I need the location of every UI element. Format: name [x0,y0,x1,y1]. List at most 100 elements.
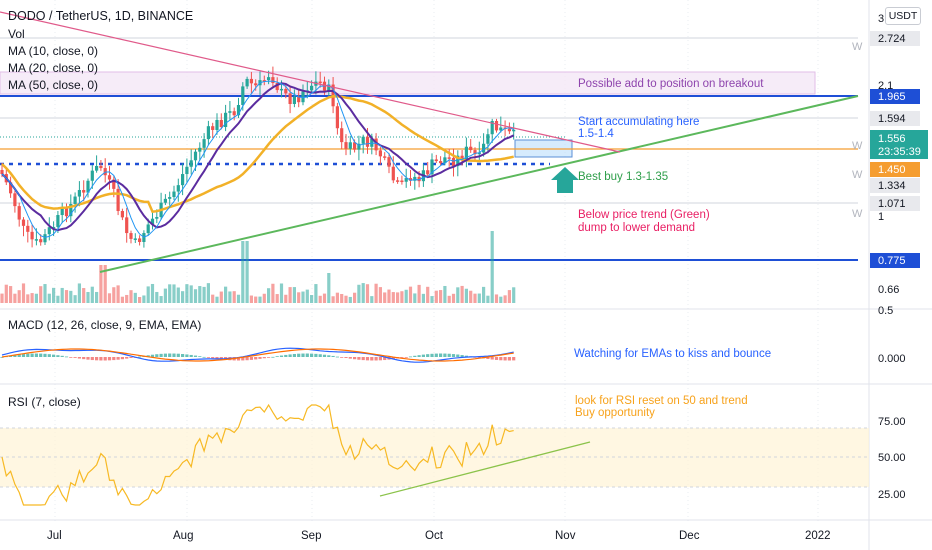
candle-body [189,160,193,167]
macd-histogram-bar [439,353,443,357]
ma50-legend[interactable]: MA (50, close, 0) [8,78,99,92]
candle-body [430,159,434,175]
macd-legend[interactable]: MACD (12, 26, close, 9, EMA, EMA) [8,318,202,332]
candle-body [129,233,133,239]
candle-body [245,78,249,87]
candle-body [138,238,142,242]
candle-body [249,78,253,84]
macd-histogram-bar [271,356,275,358]
price-tick: 1.594 [878,113,906,125]
volume-bar [176,287,180,303]
ma10-legend[interactable]: MA (10, close, 0) [8,44,99,58]
volume-bar [47,293,51,303]
price-label-box [870,253,920,268]
time-tick: Dec [679,530,700,542]
candle-body [271,77,275,83]
macd-histogram-bar [456,354,460,357]
volume-bar [185,284,189,303]
candle-body [241,86,245,106]
macd-histogram-bar [90,357,94,361]
signal-line [1,348,514,362]
volume-bar [396,292,400,303]
candle-body [30,231,34,240]
macd-histogram-bar [155,354,159,357]
volume-bar [86,291,90,303]
macd-histogram-bar [120,357,124,360]
candle-body [181,174,185,186]
macd-histogram-bar [305,353,309,357]
candle-body [396,180,400,182]
candle-body [310,85,314,91]
rsi-trendline [379,441,591,497]
annotation-accumulate-line1[interactable]: Start accumulating here [578,116,700,128]
volume-bar [327,273,331,303]
candle-body [116,188,120,212]
candle-body [82,190,86,193]
macd-histogram-bar [0,357,4,358]
candle-body [236,105,241,116]
price-label-box [870,89,920,104]
currency-button[interactable]: USDT [885,7,921,25]
volume-bar [477,293,481,303]
volume-bar [486,295,490,303]
green-trendline [99,95,859,273]
volume-bar [421,293,425,303]
macd-histogram-bar [503,357,507,361]
volume-bar [271,283,275,303]
macd-histogram-bar [13,355,17,357]
annotation-rsi-line2[interactable]: Buy opportunity [575,407,655,419]
rsi-tick: 25.00 [878,489,906,501]
candle-body [0,170,4,175]
annotation-below-line2[interactable]: dump to lower demand [578,222,695,234]
volume-bar [189,285,193,303]
volume-bar [507,290,511,303]
annotation-best-buy[interactable]: Best buy 1.3-1.35 [578,171,669,183]
volume-bar [17,290,21,303]
rsi-legend[interactable]: RSI (7, close) [8,395,81,409]
macd-histogram-bar [146,355,150,357]
macd-histogram-bar [447,353,451,357]
volume-bar [103,265,107,303]
volume-bar [262,293,266,303]
volume-bar [206,283,210,303]
volume-bar [60,287,64,303]
volume-bar [146,286,150,303]
vol-legend[interactable]: Vol [8,27,25,41]
candle-body [176,185,180,192]
candle-body [365,136,370,147]
macd-histogram-bar [353,357,357,360]
volume-bar [494,294,499,303]
volume-bar [142,295,146,303]
annotation-macd[interactable]: Watching for EMAs to kiss and bounce [574,348,772,360]
macd-histogram-bar [365,357,370,361]
annotation-accumulate-line2[interactable]: 1.5-1.4 [578,128,614,140]
volume-bar [451,293,456,303]
volume-bar [172,284,176,303]
volume-bar [254,296,258,303]
volume-bar [400,291,404,303]
volume-bar [340,293,344,303]
macd-histogram-bar [378,357,382,361]
volume-bar [456,287,460,303]
candle-body [482,143,486,153]
macd-histogram-bar [163,353,167,357]
candle-body [460,155,464,161]
volume-bar [95,291,99,303]
w-marker: W [852,140,863,152]
volume-bar [322,293,327,303]
candle-body [13,193,17,207]
annotation-rsi-line1[interactable]: look for RSI reset on 50 and trend [575,395,748,407]
volume-bar [138,296,142,303]
annotation-breakout[interactable]: Possible add to position on breakout [578,78,764,90]
candle-body [512,129,516,132]
candle-body [21,219,26,226]
price-tick: 0.66 [878,284,899,296]
macd-histogram-bar [43,353,47,357]
volume-bar [30,293,34,303]
macd-histogram-bar [284,354,288,357]
annotation-below-line1[interactable]: Below price trend (Green) [578,209,710,221]
ma20-legend[interactable]: MA (20, close, 0) [8,61,99,75]
macd-histogram-bar [426,354,430,357]
volume-bar [335,292,339,303]
